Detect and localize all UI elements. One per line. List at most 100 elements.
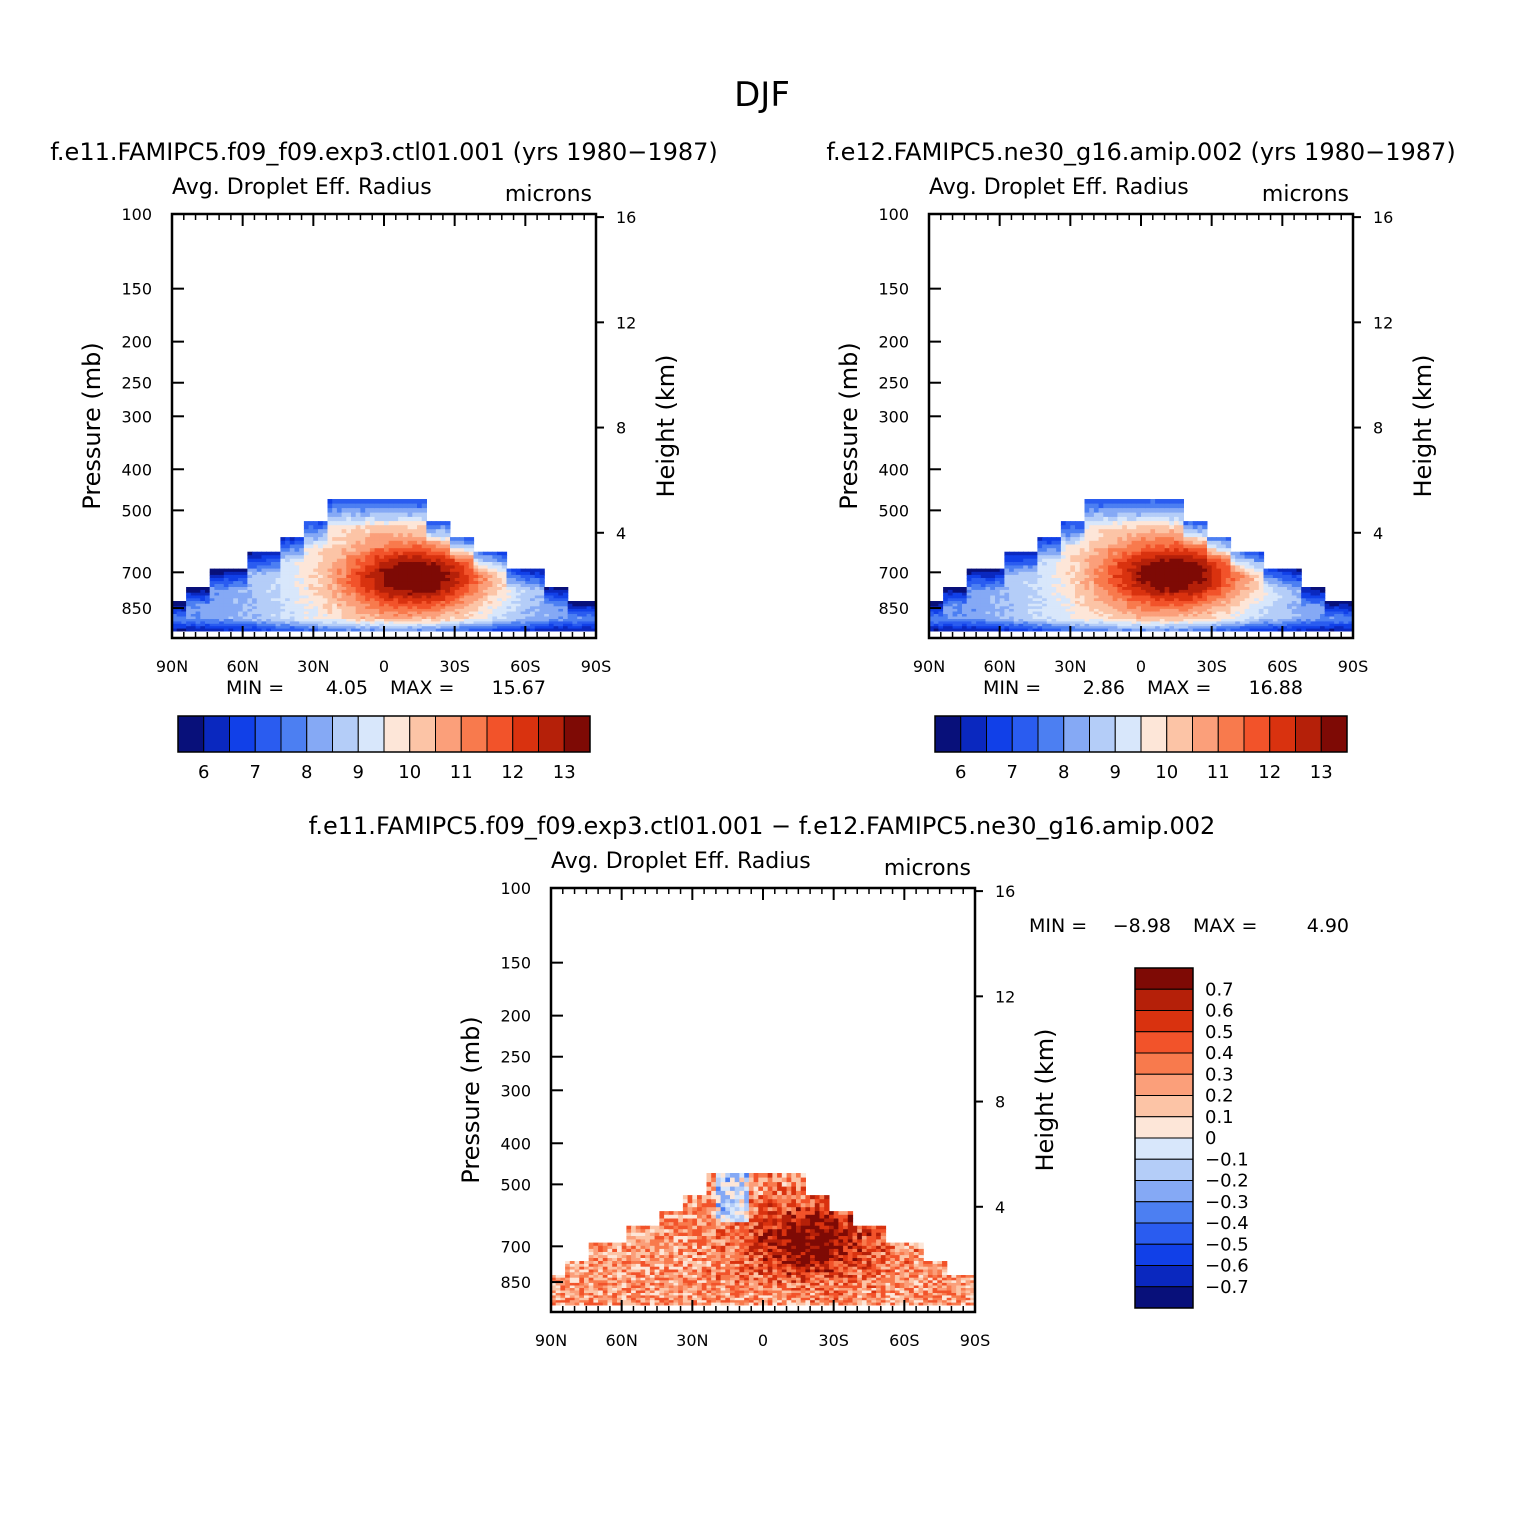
field-cell [209, 571, 215, 576]
field-cell [539, 581, 545, 585]
field-cell [374, 592, 380, 597]
colorbar-label: 6 [198, 762, 209, 783]
colorbar-box [280, 715, 308, 753]
field-cell [1235, 562, 1241, 566]
field-cell [435, 603, 442, 607]
field-cell [336, 587, 343, 591]
field-cell [261, 608, 267, 613]
field-cell [1131, 626, 1137, 630]
field-cell [233, 589, 239, 594]
field-cell [511, 628, 517, 632]
field-cell [1178, 544, 1184, 549]
field-cell [280, 574, 286, 579]
field-cell [454, 578, 460, 582]
field-cell [1145, 595, 1151, 599]
field-cell [388, 592, 394, 597]
field-cell [219, 589, 225, 594]
field-cell [318, 571, 324, 576]
field-cell [435, 598, 442, 602]
field-cell [1013, 571, 1020, 576]
field-cell [1155, 626, 1161, 630]
field-cell [172, 601, 178, 605]
field-cell [445, 537, 451, 542]
field-cell [393, 529, 399, 534]
field-cell [374, 516, 380, 522]
field-cell [1136, 565, 1142, 570]
field-cell [417, 565, 423, 570]
field-cell [336, 621, 343, 625]
field-cell [1112, 606, 1118, 610]
field-cell [1004, 581, 1010, 585]
field-cell [1037, 587, 1043, 591]
field-cell [1145, 581, 1151, 585]
field-cell [459, 603, 465, 607]
field-cell [1060, 592, 1067, 597]
field-cell [1060, 540, 1067, 546]
field-cell [421, 619, 427, 622]
field-cell [947, 621, 954, 625]
field-cell [421, 623, 427, 627]
field-cell [501, 623, 508, 627]
field-cell [1103, 592, 1109, 597]
field-cell [374, 558, 380, 563]
field-cell [515, 578, 522, 582]
field-cell [252, 614, 258, 618]
field-cell [379, 584, 385, 588]
field-cell [355, 581, 361, 585]
field-cell [181, 601, 187, 605]
field-cell [318, 587, 324, 591]
field-cell [379, 521, 385, 526]
field-cell [1075, 608, 1081, 613]
field-cell [1145, 571, 1151, 576]
field-cell [313, 595, 319, 599]
field-cell [1037, 603, 1043, 607]
field-cell [270, 574, 277, 579]
field-cell [1131, 512, 1137, 518]
field-cell [1225, 548, 1232, 553]
field-cell [219, 592, 225, 597]
field-cell [445, 558, 451, 563]
field-cell [214, 614, 220, 618]
field-cell [534, 621, 541, 625]
field-cell [294, 568, 300, 573]
field-cell [431, 611, 437, 615]
field-cell [1027, 565, 1034, 570]
field-cell [402, 621, 409, 625]
field-cell [473, 551, 479, 556]
field-cell [1018, 611, 1024, 615]
field-cell [384, 578, 390, 582]
field-cell [440, 562, 446, 566]
field-cell [1258, 592, 1265, 597]
field-cell [938, 621, 944, 625]
field-cell [1244, 619, 1250, 622]
colorbar-box [203, 715, 230, 753]
field-cell [1155, 608, 1161, 613]
field-cell [1192, 521, 1199, 526]
field-cell [1235, 614, 1241, 618]
field-cell [1164, 623, 1170, 627]
field-cell [1263, 616, 1269, 620]
field-cell [985, 592, 991, 597]
field-cell [1141, 521, 1147, 526]
field-cell [539, 606, 545, 610]
field-cell [1079, 578, 1086, 582]
field-cell [275, 608, 281, 613]
field-cell [1183, 571, 1189, 576]
field-cell [1108, 611, 1114, 615]
field-cell [501, 578, 508, 582]
field-cell [1150, 603, 1156, 607]
field-cell [1060, 606, 1067, 610]
field-cell [1249, 574, 1255, 579]
field-cell [938, 608, 944, 613]
field-cell [1042, 568, 1048, 573]
field-cell [1089, 508, 1095, 514]
field-cell [266, 592, 272, 597]
field-cell [1141, 516, 1147, 522]
field-cell [346, 606, 352, 610]
field-cell [402, 540, 409, 546]
field-cell [1098, 540, 1104, 546]
field-cell [417, 603, 423, 607]
field-cell [308, 537, 314, 542]
field-cell [1037, 623, 1043, 627]
field-cell [228, 603, 234, 607]
